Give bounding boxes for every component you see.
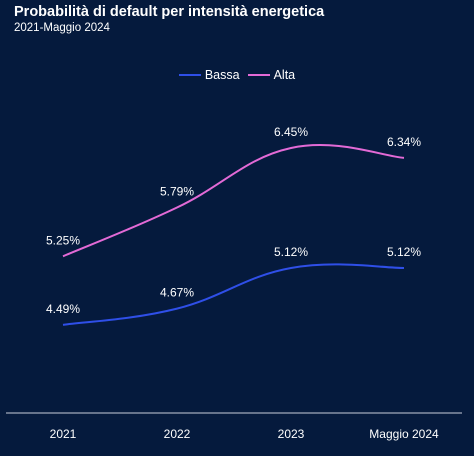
data-label-bassa-1: 4.67% — [160, 286, 194, 300]
legend-item-bassa: Bassa — [178, 68, 240, 82]
x-tick-label-1: 2022 — [164, 427, 191, 441]
legend-item-alta: Alta — [247, 68, 296, 82]
x-tick-label-0: 2021 — [50, 427, 77, 441]
legend: Bassa Alta — [0, 68, 474, 82]
x-tick-label-2: 2023 — [278, 427, 305, 441]
x-tick-labels: 2021 2022 2023 Maggio 2024 — [50, 427, 439, 441]
legend-label-alta: Alta — [273, 68, 296, 82]
data-label-alta-1: 5.79% — [160, 185, 194, 199]
series-line-alta — [62, 144, 405, 258]
data-label-bassa-2: 5.12% — [274, 245, 308, 259]
chart-subtitle: 2021-Maggio 2024 — [14, 22, 110, 34]
data-label-alta-2: 6.45% — [274, 125, 308, 139]
legend-label-bassa: Bassa — [204, 68, 240, 82]
series-layer — [62, 144, 405, 326]
data-label-alta-0: 5.25% — [46, 233, 80, 247]
data-label-alta-3: 6.34% — [387, 135, 421, 149]
chart-title: Probabilità di default per intensità ene… — [14, 4, 325, 20]
data-label-bassa-0: 4.49% — [46, 302, 80, 316]
legend-swatch-alta — [247, 74, 270, 76]
data-label-layer: 4.49% 4.67% 5.12% 5.12% 5.25% 5.79% 6.45% 6.34% — [46, 125, 421, 316]
series-line-bassa — [62, 263, 405, 326]
legend-swatch-bassa — [178, 74, 201, 76]
data-label-bassa-3: 5.12% — [387, 245, 421, 259]
x-tick-label-3: Maggio 2024 — [369, 427, 439, 441]
